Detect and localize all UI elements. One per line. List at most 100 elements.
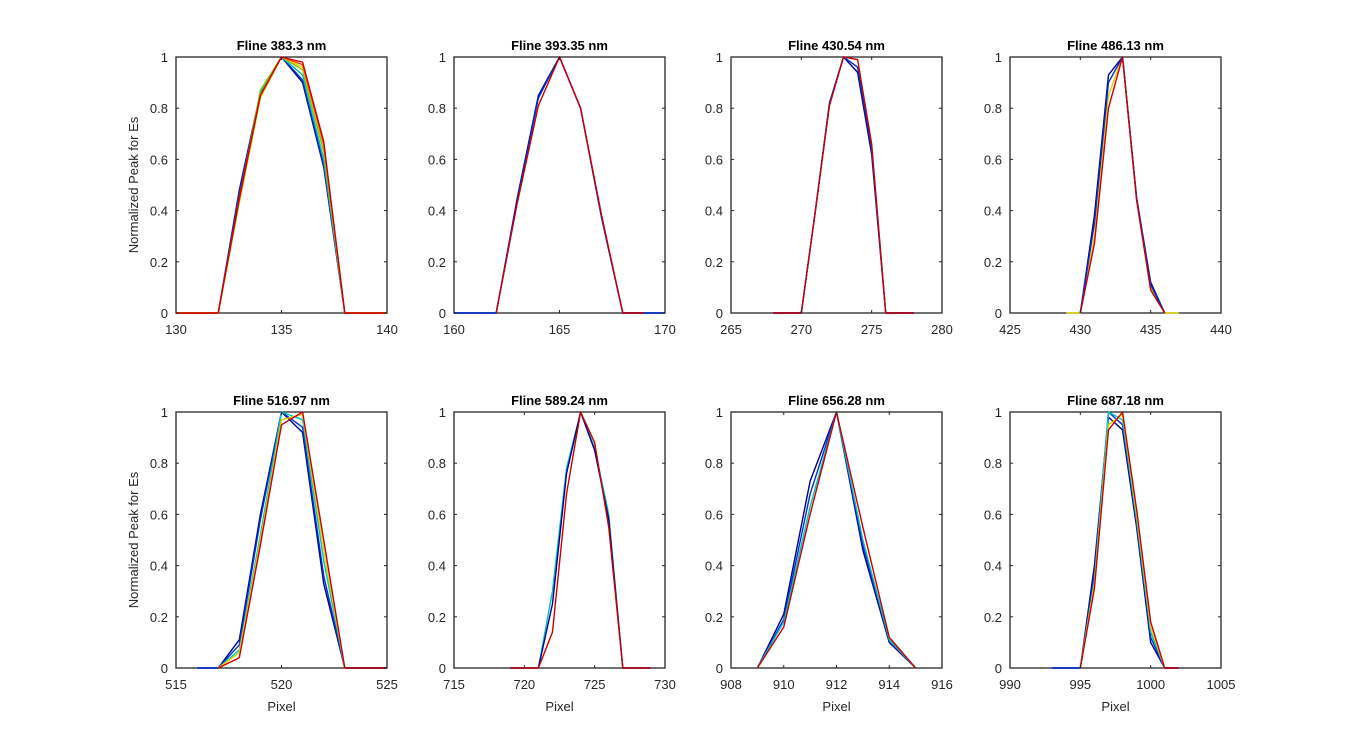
y-tick-label: 1 [439, 405, 446, 420]
y-tick-label: 0.6 [705, 507, 723, 522]
y-tick-label: 0.4 [705, 204, 723, 219]
y-tick-label: 0.2 [428, 255, 446, 270]
subplot-title: Fline 687.18 nm [1067, 393, 1164, 408]
x-tick-label: 908 [720, 677, 742, 692]
y-tick-label: 0.2 [428, 610, 446, 625]
axes-frame [730, 411, 943, 669]
series-line-5 [217, 411, 387, 669]
x-tick-label: 440 [1210, 322, 1232, 337]
x-axis-label: Pixel [545, 699, 573, 714]
subplot-1: 130 135 140 0 0.2 0.4 0.6 0.8 1 Fline 383.3 nm Nor… [126, 38, 398, 337]
subplot-2: 160 165 170 0 0.2 0.4 0.6 0.8 1 Fline 393.35 nm [428, 38, 676, 337]
y-tick-label: 1 [995, 405, 1002, 420]
y-tick-label: 0 [716, 661, 723, 676]
series-line-3 [495, 56, 644, 314]
x-tick-label: 916 [931, 677, 953, 692]
subplot-6: 715 720 725 730 0 0.2 0.4 0.6 0.8 1 Fline 589.24 n… [428, 393, 676, 714]
y-tick-label: 1 [716, 50, 723, 65]
series-group [773, 56, 914, 314]
y-tick-label: 0.4 [984, 204, 1002, 219]
subplot-4: 425 430 435 440 0 0.2 0.4 0.6 0.8 1 Fline 486.13 n… [984, 38, 1232, 337]
subplot-title: Fline 656.28 nm [788, 393, 885, 408]
y-tick-label: 0 [995, 306, 1002, 321]
x-tick-label: 525 [376, 677, 398, 692]
subplot-title: Fline 393.35 nm [511, 38, 608, 53]
y-tick-label: 0.2 [984, 255, 1002, 270]
y-tick-label: 0.4 [150, 204, 168, 219]
y-tick-label: 0.8 [705, 101, 723, 116]
y-tick-label: 0 [161, 306, 168, 321]
subplot-title: Fline 486.13 nm [1067, 38, 1164, 53]
y-tick-label: 1 [439, 50, 446, 65]
axes-frame [1009, 411, 1222, 669]
axes-frame [175, 411, 388, 669]
y-tick-label: 0.4 [705, 559, 723, 574]
y-tick-label: 0.6 [428, 507, 446, 522]
y-tick-label: 0 [161, 661, 168, 676]
subplot-title: Fline 589.24 nm [511, 393, 608, 408]
y-tick-label: 0 [439, 661, 446, 676]
y-tick-label: 0.2 [984, 610, 1002, 625]
x-tick-label: 170 [654, 322, 676, 337]
x-tick-label: 995 [1069, 677, 1091, 692]
x-tick-label: 715 [443, 677, 465, 692]
series-group [510, 411, 651, 669]
x-tick-label: 1000 [1136, 677, 1165, 692]
x-tick-label: 425 [999, 322, 1021, 337]
subplot-title: Fline 383.3 nm [237, 38, 327, 53]
y-tick-label: 0.8 [984, 456, 1002, 471]
y-tick-label: 0.6 [705, 152, 723, 167]
x-axis-label: Pixel [1101, 699, 1129, 714]
series-line-2 [1052, 411, 1179, 669]
y-tick-label: 0.6 [984, 507, 1002, 522]
series-line-3 [510, 411, 651, 669]
y-tick-label: 0.4 [150, 559, 168, 574]
subplot-8: 990 995 1000 1005 0 0.2 0.4 0.6 0.8 1 Fline 687.18… [984, 393, 1236, 714]
y-tick-label: 0.4 [428, 204, 446, 219]
x-tick-label: 270 [790, 322, 812, 337]
y-tick-label: 0 [995, 661, 1002, 676]
axes-frame [453, 56, 666, 314]
x-tick-label: 275 [861, 322, 883, 337]
x-axis-label: Pixel [267, 699, 295, 714]
x-tick-label: 725 [584, 677, 606, 692]
y-tick-label: 1 [995, 50, 1002, 65]
y-tick-label: 0.2 [150, 610, 168, 625]
x-tick-label: 730 [654, 677, 676, 692]
y-tick-label: 0.4 [984, 559, 1002, 574]
series-group [1052, 411, 1179, 669]
y-axis-label: Normalized Peak for Es [126, 471, 141, 608]
x-tick-label: 520 [271, 677, 293, 692]
y-axis-label: Normalized Peak for Es [126, 116, 141, 253]
x-tick-label: 910 [773, 677, 795, 692]
y-tick-label: 0.8 [428, 101, 446, 116]
x-tick-label: 135 [271, 322, 293, 337]
x-tick-label: 990 [999, 677, 1021, 692]
axes-frame [730, 56, 943, 314]
x-axis-label: Pixel [822, 699, 850, 714]
subplot-7: 908 910 912 914 916 0 0.2 0.4 0.6 0.8 1 Fline 656.2… [705, 393, 953, 714]
x-tick-label: 435 [1140, 322, 1162, 337]
y-tick-label: 0 [439, 306, 446, 321]
subplot-title: Fline 516.97 nm [233, 393, 330, 408]
y-tick-label: 0 [716, 306, 723, 321]
x-tick-label: 280 [931, 322, 953, 337]
y-tick-label: 0.8 [150, 101, 168, 116]
x-tick-label: 720 [513, 677, 535, 692]
subplot-title: Fline 430.54 nm [788, 38, 885, 53]
x-tick-label: 912 [826, 677, 848, 692]
x-tick-label: 515 [165, 677, 187, 692]
y-tick-label: 0.8 [984, 101, 1002, 116]
x-tick-label: 265 [720, 322, 742, 337]
x-tick-label: 165 [549, 322, 571, 337]
y-tick-label: 0.8 [705, 456, 723, 471]
series-line-5 [1079, 411, 1179, 669]
x-tick-label: 130 [165, 322, 187, 337]
x-tick-label: 1005 [1207, 677, 1236, 692]
series-line-4 [217, 413, 346, 669]
y-tick-label: 0.8 [150, 456, 168, 471]
series-line-4 [1079, 56, 1166, 314]
x-tick-label: 430 [1069, 322, 1091, 337]
series-line-3 [773, 56, 914, 314]
axes-frame [1009, 56, 1222, 314]
